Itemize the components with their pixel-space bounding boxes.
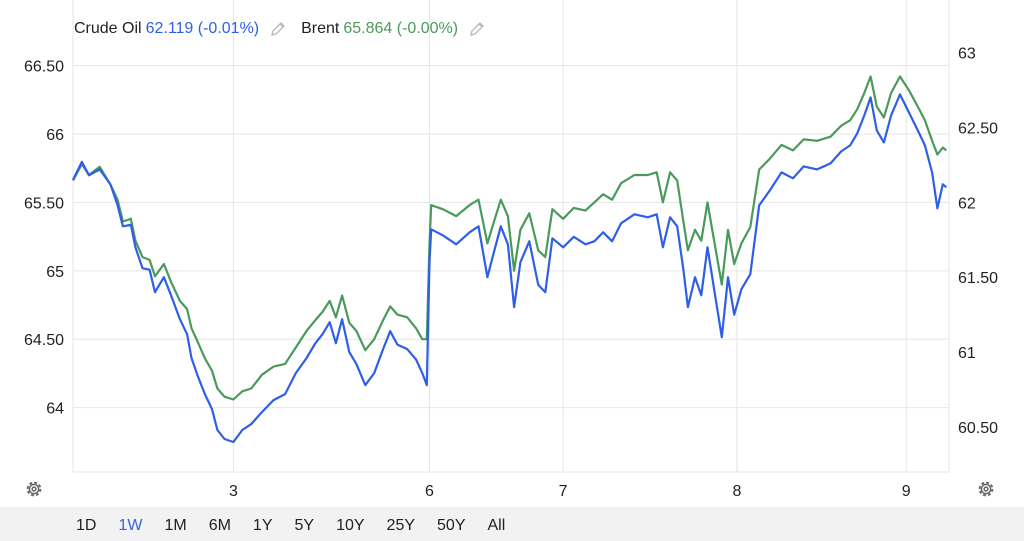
chart-legend: Crude Oil 62.119 (-0.01%) Brent 65.864 (… <box>74 20 500 38</box>
y-right-tick-label: 60.50 <box>958 420 998 437</box>
legend-brent-name: Brent <box>301 20 340 37</box>
y-left-tick-label: 66 <box>46 127 64 144</box>
range-button-1w[interactable]: 1W <box>118 517 143 534</box>
series-line-brent <box>72 75 947 401</box>
price-chart[interactable]: 64 64.50 65 65.50 66 66.50 60.50 61 61.50 62 62.5… <box>0 0 1024 507</box>
y-left-tick-label: 66.50 <box>24 59 64 76</box>
series-layer <box>72 75 948 444</box>
series-line-crude-oil <box>72 93 948 444</box>
x-tick-label: 8 <box>732 483 741 500</box>
x-tick-label: 7 <box>559 483 568 500</box>
y-left-tick-label: 64.50 <box>24 332 64 349</box>
legend-crude-name: Crude Oil <box>74 20 142 37</box>
range-button-5y[interactable]: 5Y <box>294 517 315 534</box>
range-button-10y[interactable]: 10Y <box>336 517 365 534</box>
range-button-all[interactable]: All <box>487 517 506 534</box>
gear-icon[interactable] <box>975 478 997 500</box>
x-axis: 3 6 7 8 9 <box>229 483 911 500</box>
x-tick-label: 3 <box>229 483 238 500</box>
range-button-50y[interactable]: 50Y <box>437 517 466 534</box>
x-tick-label: 9 <box>902 483 911 500</box>
range-button-25y[interactable]: 25Y <box>386 517 416 534</box>
legend-crude-value: 62.119 (-0.01%) <box>145 20 260 37</box>
left-axis: 64 64.50 65 65.50 66 66.50 <box>24 59 64 418</box>
y-right-tick-label: 63 <box>958 45 976 62</box>
range-button-1y[interactable]: 1Y <box>252 517 273 534</box>
y-right-tick-label: 62 <box>958 195 976 212</box>
range-button-6m[interactable]: 6M <box>208 517 231 534</box>
y-left-tick-label: 65.50 <box>24 195 64 212</box>
x-tick-label: 6 <box>425 483 434 500</box>
range-selector: 1D 1W 1M 6M 1Y 5Y 10Y 25Y 50Y All <box>0 507 1024 541</box>
y-right-tick-label: 61.50 <box>958 270 998 287</box>
y-left-tick-label: 65 <box>46 264 64 281</box>
right-axis: 60.50 61 61.50 62 62.50 63 <box>958 45 998 437</box>
gear-icon[interactable] <box>23 478 45 500</box>
pencil-icon[interactable] <box>468 20 486 38</box>
range-button-1d[interactable]: 1D <box>76 517 97 534</box>
y-right-tick-label: 61 <box>958 345 976 362</box>
pencil-icon[interactable] <box>269 20 287 38</box>
legend-brent-value: 65.864 (-0.00%) <box>343 20 459 37</box>
y-left-tick-label: 64 <box>46 401 64 418</box>
range-button-1m[interactable]: 1M <box>164 517 187 534</box>
y-right-tick-label: 62.50 <box>958 120 998 137</box>
